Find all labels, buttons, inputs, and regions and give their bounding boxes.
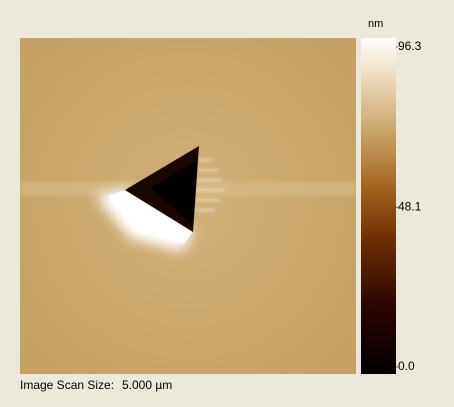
colorbar-tick-label: 96.3 — [398, 39, 422, 53]
scan-size-label: Image Scan Size: — [20, 378, 114, 392]
colorbar-tick-label: 0.0 — [398, 359, 415, 373]
afm-viewer: nm Image Scan Size: 5.000 µm 96.3 48.1 0.0 — [0, 0, 454, 402]
colorbar-unit: nm — [368, 18, 383, 30]
colorbar-tick-label: 48.1 — [398, 199, 422, 213]
scan-size-value: 5.000 µm — [122, 378, 172, 392]
colorbar — [361, 38, 396, 374]
afm-image — [20, 38, 356, 374]
